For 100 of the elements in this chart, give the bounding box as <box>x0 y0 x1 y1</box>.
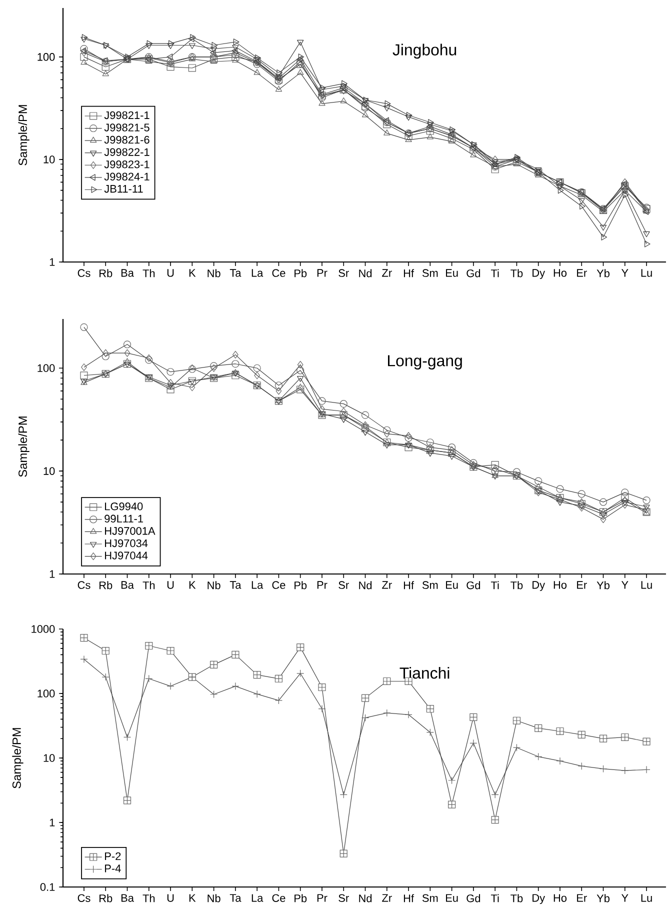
y-tick-label: 1 <box>50 258 55 266</box>
x-tick-label: Ce <box>272 581 286 589</box>
x-tick-label: Zr <box>382 894 392 902</box>
y-tick-label: 100 <box>38 690 55 698</box>
x-tick-label: Y <box>621 581 628 589</box>
x-tick-label: Dy <box>532 894 546 904</box>
x-tick-label: Tb <box>510 269 523 278</box>
x-tick-label: Nd <box>359 581 372 590</box>
x-tick-label: Nb <box>208 894 220 902</box>
x-tick-label: Ba <box>121 269 134 277</box>
legend-label: HJ97001A <box>105 527 156 535</box>
x-tick-label: Sm <box>422 894 438 902</box>
x-tick-label: Cs <box>78 581 90 589</box>
x-tick-label: Y <box>621 894 628 902</box>
x-tick-label: Zr <box>382 581 392 589</box>
legend-label: J99824-1 <box>104 172 150 181</box>
x-tick-label: Nb <box>208 269 220 278</box>
legend-label: 99L11-1 <box>104 514 143 523</box>
x-tick-label: Tb <box>510 894 523 902</box>
x-tick-label: Cs <box>78 894 90 902</box>
x-tick-label: Er <box>577 894 587 902</box>
x-tick-label: Zr <box>382 269 392 277</box>
x-tick-label: Ti <box>490 581 499 590</box>
x-tick-label: Pr <box>317 269 328 277</box>
x-tick-label: Lu <box>641 894 652 902</box>
x-tick-label: La <box>252 894 264 902</box>
x-tick-label: Yb <box>596 269 610 278</box>
x-tick-label: La <box>252 269 264 277</box>
x-tick-label: Ta <box>230 269 242 277</box>
y-tick-label: 1 <box>50 818 55 826</box>
x-tick-label: Er <box>577 269 587 277</box>
x-tick-label: Nb <box>208 581 220 590</box>
legend-label: P-2 <box>105 852 121 860</box>
x-tick-label: Ho <box>554 894 567 902</box>
y-tick-label: 10 <box>44 156 55 164</box>
legend-label: J99823-1 <box>104 160 150 168</box>
x-tick-label: Ba <box>121 581 134 589</box>
legend-label: LG9940 <box>105 502 143 510</box>
x-tick-label: Gd <box>466 581 480 590</box>
x-tick-label: Nd <box>359 269 372 278</box>
x-tick-label: Pb <box>294 894 307 902</box>
x-tick-label: Nd <box>359 894 372 902</box>
x-tick-label: Cs <box>78 269 90 277</box>
text: Long-gang <box>388 355 462 370</box>
legend-label: J99822-1 <box>104 148 150 156</box>
x-tick-label: Ce <box>272 269 286 277</box>
x-tick-label: Ta <box>230 581 242 589</box>
x-tick-label: K <box>189 581 196 589</box>
x-tick-label: Sm <box>422 269 438 277</box>
x-tick-label: Rb <box>100 894 112 902</box>
x-tick-label: Rb <box>100 581 112 590</box>
legend-label: P-4 <box>105 864 121 872</box>
x-tick-label: Sr <box>338 269 349 277</box>
x-tick-label: Ho <box>554 581 567 589</box>
x-tick-label: Tb <box>510 581 523 590</box>
x-tick-label: Pb <box>294 581 307 590</box>
x-tick-label: Eu <box>446 894 458 902</box>
y-tick-label: 100 <box>38 364 55 372</box>
x-tick-label: Rb <box>100 269 112 278</box>
y-tick-label: 10 <box>44 467 55 475</box>
y-axis-title: Sample/PM <box>18 105 30 166</box>
x-tick-label: K <box>189 269 196 277</box>
text: Tianchi <box>400 667 450 679</box>
x-tick-label: Hf <box>404 581 414 590</box>
legend-label: J99821-1 <box>104 111 150 120</box>
x-tick-label: Dy <box>532 581 546 591</box>
x-tick-label: Gd <box>466 269 480 278</box>
x-tick-label: Ti <box>490 894 499 902</box>
x-tick-label: Hf <box>404 269 414 278</box>
x-tick-label: Lu <box>641 581 652 589</box>
x-tick-label: Th <box>142 269 155 278</box>
y-tick-label: 0.1 <box>40 883 55 891</box>
x-tick-label: Ba <box>121 894 134 902</box>
y-axis-title: Sample/PM <box>12 728 24 788</box>
x-tick-label: Ta <box>230 894 242 902</box>
x-tick-label: Sr <box>338 581 349 589</box>
y-tick-label: 1 <box>50 570 55 578</box>
x-tick-label: Y <box>621 269 628 277</box>
y-tick-label: 100 <box>38 53 55 61</box>
x-tick-label: Er <box>577 581 587 589</box>
legend-label: JB11-11 <box>104 185 143 193</box>
x-tick-label: Eu <box>446 269 458 277</box>
x-tick-label: Yb <box>596 894 610 902</box>
x-tick-label: Sm <box>422 581 438 589</box>
legend-label: HJ97034 <box>105 539 148 548</box>
x-tick-label: Sr <box>338 894 349 902</box>
x-tick-label: Gd <box>466 894 480 902</box>
x-tick-label: Ti <box>490 269 499 278</box>
x-tick-label: Dy <box>532 269 546 279</box>
legend-label: HJ97044 <box>105 552 148 560</box>
x-tick-label: U <box>167 269 174 277</box>
x-tick-label: Pr <box>317 581 328 589</box>
x-tick-label: Hf <box>404 894 414 902</box>
y-tick-label: 1000 <box>32 625 55 633</box>
text: Jingbohu <box>392 44 456 59</box>
x-tick-label: La <box>252 581 264 589</box>
x-tick-label: U <box>167 894 174 902</box>
x-tick-label: Ce <box>272 894 286 902</box>
x-tick-label: Pb <box>294 269 307 278</box>
legend-label: J99821-6 <box>104 136 150 144</box>
